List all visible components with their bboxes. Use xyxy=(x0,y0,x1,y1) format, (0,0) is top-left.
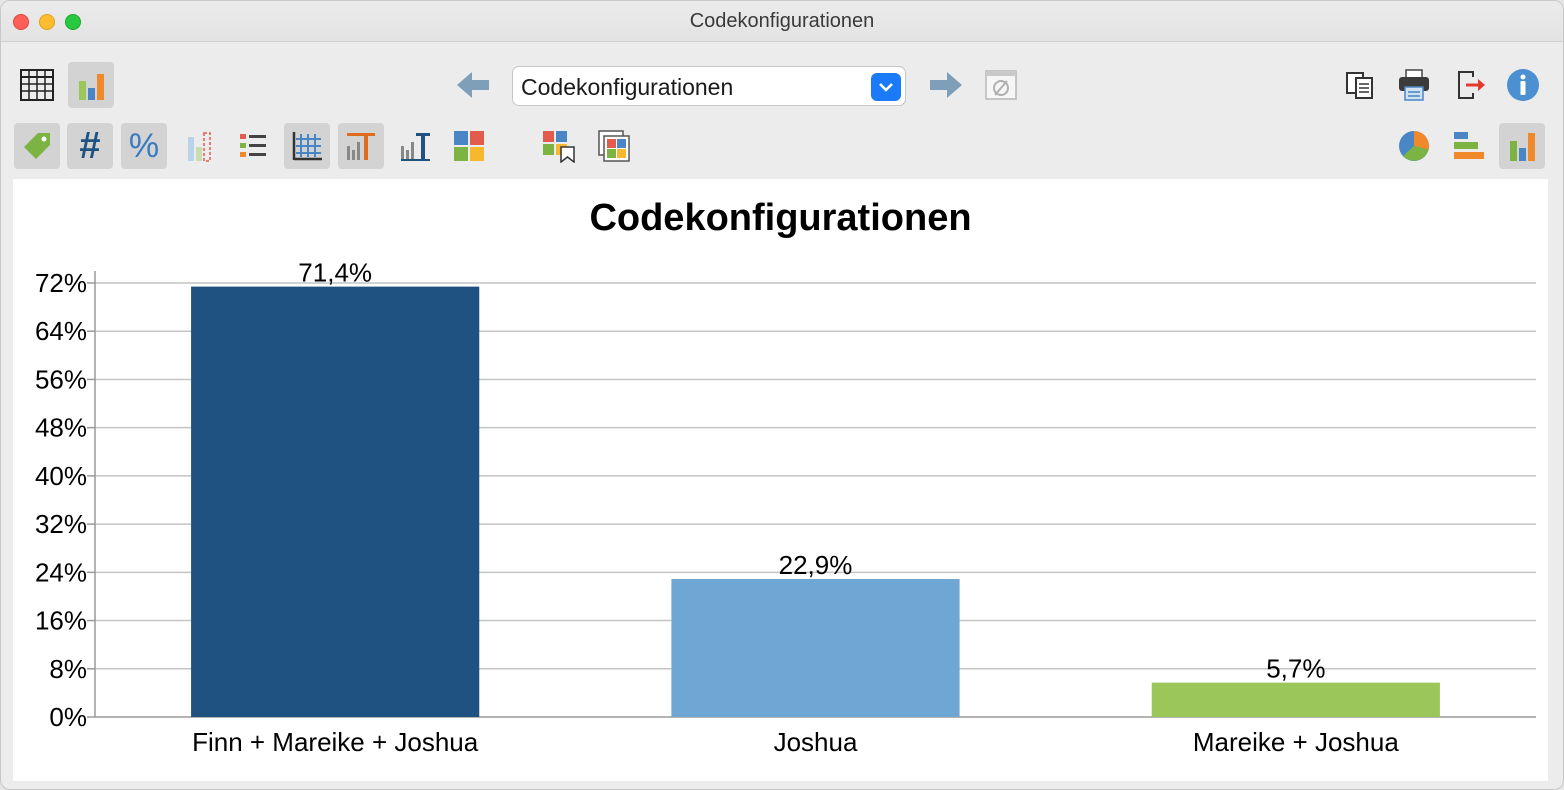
color-palette-icon xyxy=(598,130,630,162)
copy-button[interactable] xyxy=(1337,62,1383,108)
y-tick-label: 8% xyxy=(49,654,87,684)
data-label: 5,7% xyxy=(1266,654,1325,684)
table-icon xyxy=(20,69,54,101)
dashed-bars-icon xyxy=(188,132,211,162)
color-squares-icon xyxy=(454,131,484,161)
window-title: Codekonfigurationen xyxy=(689,10,875,32)
chevron-down-icon[interactable] xyxy=(871,73,901,101)
info-button[interactable] xyxy=(1500,62,1546,108)
y-tick-label: 48% xyxy=(35,413,87,443)
close-window-button[interactable] xyxy=(13,14,29,30)
chart-title: Codekonfigurationen xyxy=(589,197,972,239)
y-tick-label: 56% xyxy=(35,364,87,394)
y-tick-label: 16% xyxy=(35,606,87,636)
print-button[interactable] xyxy=(1391,62,1437,108)
y-tick-label: 0% xyxy=(49,702,87,732)
view-select[interactable]: Codekonfigurationen xyxy=(512,66,906,106)
print-icon xyxy=(1399,69,1429,101)
arrow-left-icon xyxy=(457,72,489,98)
color-scheme-button[interactable] xyxy=(591,123,637,169)
bar xyxy=(191,286,480,717)
back-button[interactable] xyxy=(450,62,496,108)
vertical-bar-icon xyxy=(1510,133,1535,161)
y-tick-label: 64% xyxy=(35,316,87,346)
missing-values-button[interactable] xyxy=(176,123,222,169)
vertical-bar-chart-button[interactable] xyxy=(1499,123,1545,169)
y-tick-label: 24% xyxy=(35,557,87,587)
percent-icon: % xyxy=(128,126,160,165)
grid-icon xyxy=(292,132,322,161)
chart-view-button[interactable] xyxy=(68,62,114,108)
bar xyxy=(671,578,960,717)
save-colors-button[interactable] xyxy=(536,123,582,169)
bar-chart: 0% 8% 16% 24% 32% 40% 48% 56% 64% 72% 71,4% Finn + … xyxy=(35,258,1536,757)
table-view-button[interactable] xyxy=(14,62,60,108)
chart-panel: Codekonfigurationen 0% 8% 16% 24% 32% 40% 48% 5… xyxy=(13,179,1548,781)
y-tick-label: 72% xyxy=(35,268,87,298)
bar-text-orange-icon xyxy=(347,133,375,160)
data-labels-button[interactable] xyxy=(338,123,384,169)
gridlines-button[interactable] xyxy=(284,123,330,169)
x-tick-label: Joshua xyxy=(774,727,858,757)
colored-list-icon xyxy=(240,134,266,157)
horizontal-bar-chart-button[interactable] xyxy=(1445,123,1491,169)
data-label: 22,9% xyxy=(779,550,853,580)
minimize-window-button[interactable] xyxy=(39,14,55,30)
copy-icon xyxy=(1346,72,1373,99)
export-icon xyxy=(1458,71,1485,99)
code-labels-button[interactable] xyxy=(14,123,60,169)
pie-chart-button[interactable] xyxy=(1391,123,1437,169)
y-tick-label: 32% xyxy=(35,509,87,539)
info-icon xyxy=(1507,69,1539,101)
empty-set-icon xyxy=(985,70,1017,100)
tag-icon xyxy=(24,133,50,159)
x-tick-label: Finn + Mareike + Joshua xyxy=(192,727,479,757)
arrow-right-icon xyxy=(930,72,962,98)
pie-chart-icon xyxy=(1399,131,1429,161)
y-tick-label: 40% xyxy=(35,461,87,491)
title-bar: Codekonfigurationen xyxy=(1,1,1563,42)
x-tick-label: Mareike + Joshua xyxy=(1193,727,1399,757)
axis-labels-button[interactable] xyxy=(392,123,438,169)
forward-button[interactable] xyxy=(923,62,969,108)
color-bookmark-icon xyxy=(543,131,575,163)
view-select-value: Codekonfigurationen xyxy=(521,74,734,100)
export-button[interactable] xyxy=(1448,62,1494,108)
data-label: 71,4% xyxy=(298,258,372,288)
bar-chart-icon xyxy=(79,74,104,100)
percent-values-button[interactable]: % xyxy=(121,123,167,169)
horizontal-bar-icon xyxy=(1454,132,1484,159)
colors-button[interactable] xyxy=(446,123,492,169)
bar-text-blue-icon xyxy=(401,133,430,161)
hash-icon: # xyxy=(79,124,101,167)
reset-button[interactable] xyxy=(978,62,1024,108)
list-button[interactable] xyxy=(230,123,276,169)
absolute-values-button[interactable]: # xyxy=(67,123,113,169)
maximize-window-button[interactable] xyxy=(65,14,81,30)
bar xyxy=(1151,682,1440,717)
